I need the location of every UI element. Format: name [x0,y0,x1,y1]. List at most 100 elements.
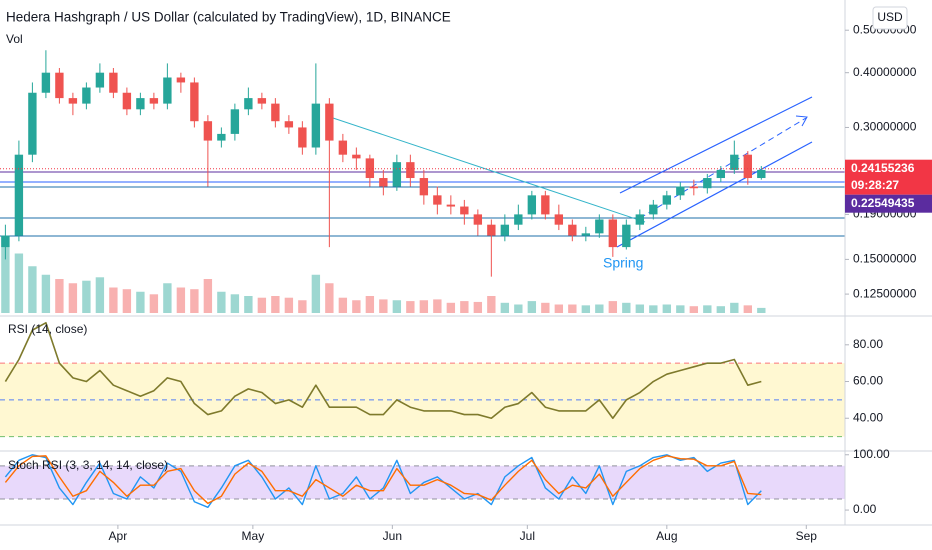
volume-bar [608,301,618,313]
volume-bar [352,300,361,313]
y-tick-label: 0.00 [853,502,877,516]
volume-bar [514,304,523,313]
candle-body [284,121,294,128]
candle-body [14,154,24,236]
projection-arrow [795,115,808,127]
volume-bar [581,305,591,313]
candle-body [109,72,118,93]
y-tick-label: 80.00 [853,337,883,351]
volume-bar [163,283,172,313]
volume-bar [595,304,604,313]
channel-upper [619,96,813,194]
candle-body [500,224,510,236]
annotation: Spring [603,255,643,271]
candle-body [730,154,739,170]
candle-body [757,169,766,179]
y-tick-label: 100.00 [853,447,890,461]
volume-bar [541,302,550,313]
volume-bar [703,305,712,313]
volume-bar [433,299,442,313]
candle-body [581,233,591,236]
last-price-tag [845,159,932,195]
volume-bar [95,277,105,313]
volume-bar [149,294,159,313]
volume-bar [136,291,145,313]
candle-body [527,195,537,215]
candle-body [514,214,523,225]
volume-bar [41,274,51,313]
last-price-label: 0.24155236 [851,161,915,175]
y-tick-label: 0.15000000 [853,252,917,266]
x-tick-label: Sep [796,529,818,543]
chart-title: Hedera Hashgraph / US Dollar (calculated… [6,10,451,25]
candle-body [554,214,564,225]
volume-bar [55,279,64,313]
channel-lower [616,141,813,248]
volume-bar [28,266,37,313]
rsi-title: RSI (14, close) [8,322,87,336]
candle-body [716,169,725,179]
candle-body [41,72,51,93]
candle-body [190,82,199,122]
candle-body [406,162,415,179]
volume-bar [14,253,24,313]
volume-bar [676,305,685,313]
candle-body [662,195,672,205]
candle-body [163,77,172,104]
candle-body [68,98,78,104]
volume-bar [473,301,483,313]
y-tick-label: 60.00 [853,374,883,388]
volume-bar [689,306,699,313]
candle-body [244,98,253,110]
x-tick-label: Aug [656,529,677,543]
volume-bar [271,296,280,313]
candle-body [203,121,213,141]
candle-body [379,178,388,187]
volume-bar [311,274,321,313]
volume-bar [635,304,645,313]
y-tick-label: 40.00 [853,410,883,424]
candle-body [568,224,577,236]
candle-body [82,87,91,104]
indicator-line [4,454,762,508]
volume-bar [406,301,415,313]
volume-label: Vol [6,32,23,46]
level-price-tag [845,194,932,213]
candle-body [352,154,361,159]
volume-bar [419,300,429,313]
currency-label[interactable]: USD [877,10,903,24]
candle-body [473,214,483,225]
volume-bar [554,304,564,313]
x-tick-label: Jul [520,529,535,543]
candle-body [28,92,37,155]
volume-bar [649,305,658,313]
candle-body [176,77,186,83]
candle-body [487,224,496,236]
y-tick-label: 0.40000000 [853,65,917,79]
volume-bar [257,297,267,313]
countdown-label: 09:28:27 [851,178,899,192]
candle-body [325,103,334,141]
candle-body [95,72,105,88]
y-tick-label: 0.12500000 [853,286,917,300]
volume-bar [568,304,577,313]
volume-bar [217,291,226,313]
candle-body [217,133,226,141]
candle-body [743,154,752,179]
indicator-line [4,321,762,420]
indicator-band [0,465,845,500]
candle-body [338,140,348,155]
currency-button[interactable] [872,6,908,30]
candle-body [1,235,10,248]
candle-body [136,98,145,110]
volume-bar [757,307,766,313]
candle-body [446,204,456,207]
candle-body [433,195,442,205]
volume-bar [460,301,469,313]
candle-body [689,186,699,189]
volume-bar [743,305,752,313]
volume-bar [365,296,375,313]
candle-body [541,195,550,215]
candle-body [149,98,159,104]
